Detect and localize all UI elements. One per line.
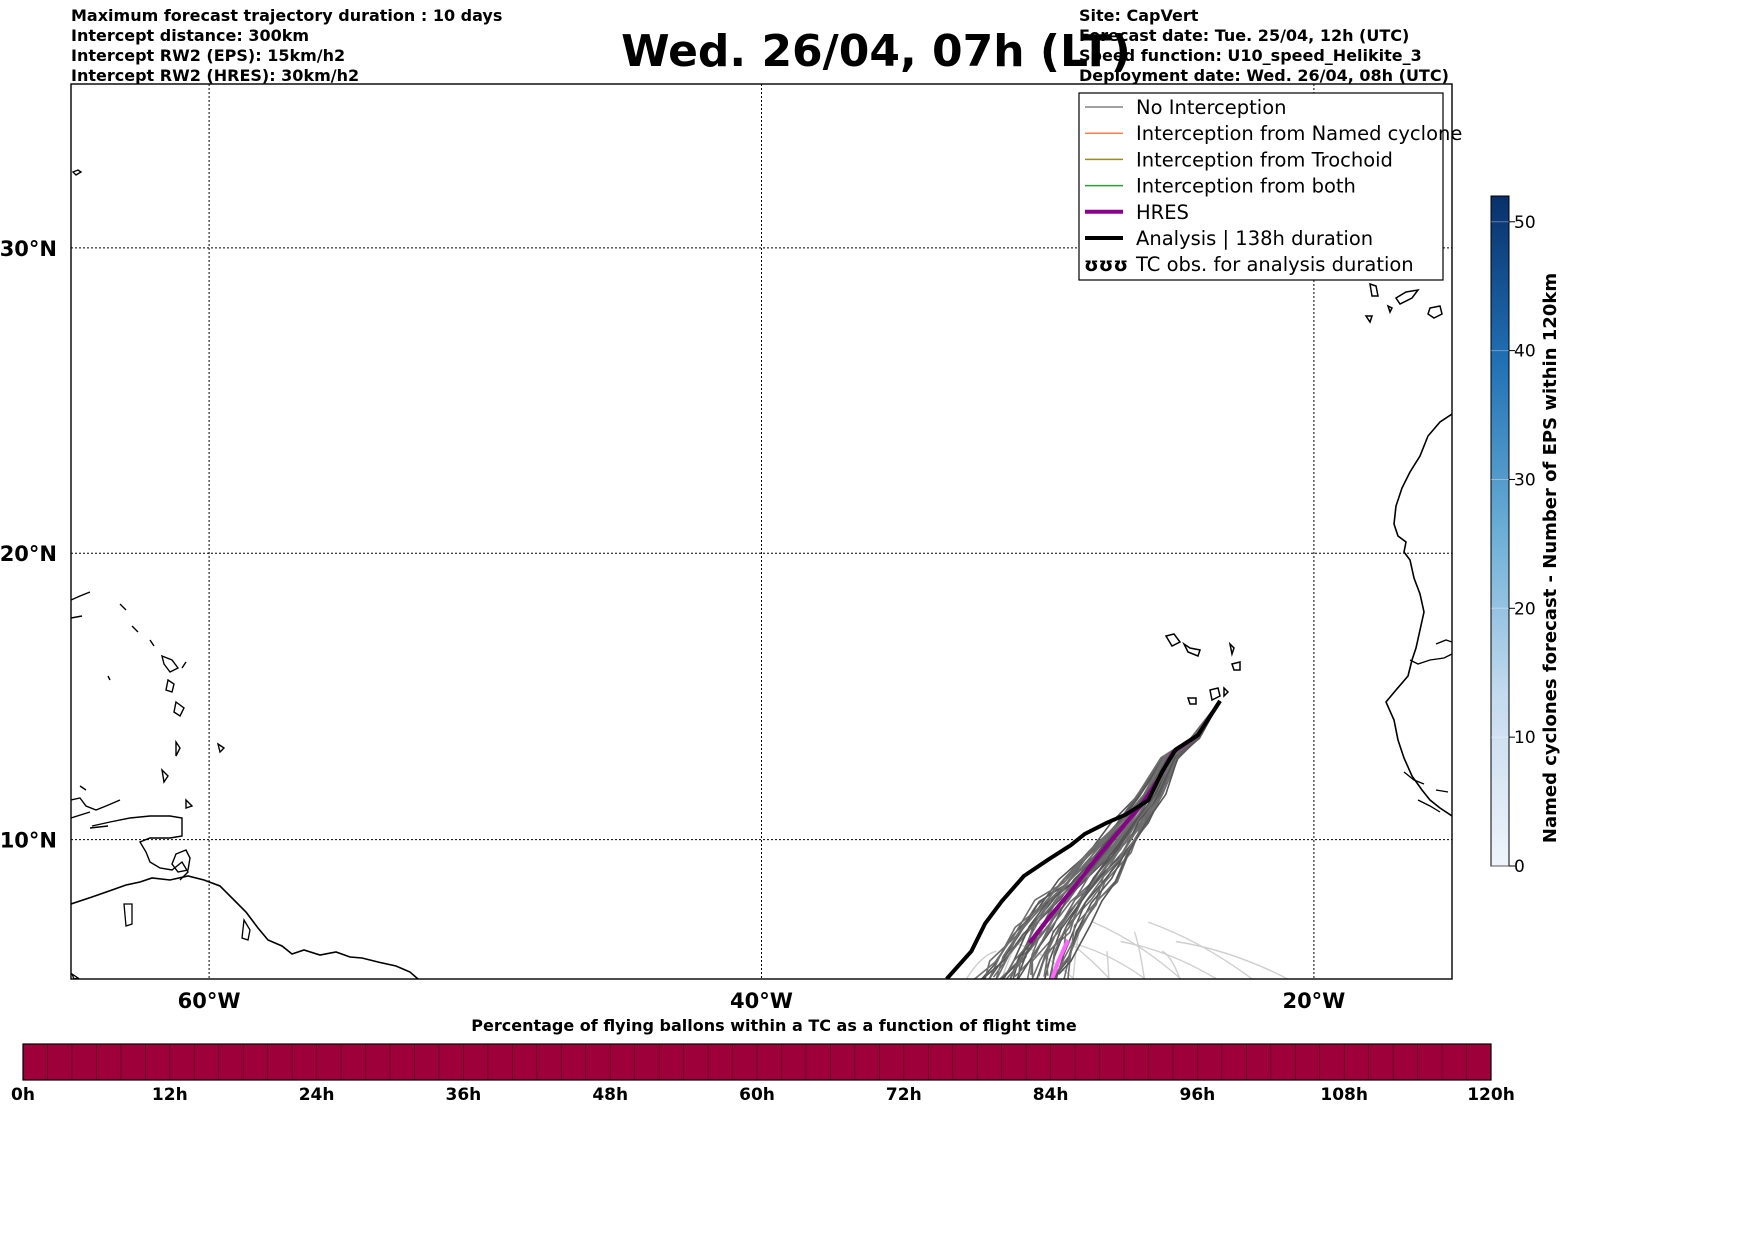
ensemble-tail (965, 950, 997, 979)
forecast-date: Forecast date: Tue. 25/04, 12h (UTC) (1079, 26, 1410, 45)
colorbar-tick-label: 30 (1514, 470, 1536, 490)
colorbar-tick-label: 40 (1514, 342, 1536, 362)
cape-verde-islands (1164, 633, 1241, 705)
param-rw2-hres: Intercept RW2 (HRES): 30km/h2 (71, 66, 360, 85)
colorbar-tick-label: 50 (1514, 213, 1536, 233)
bottom-colorbar-tick-label: 12h (152, 1085, 188, 1105)
speed-function: Speed function: U10_speed_Helikite_3 (1079, 46, 1422, 65)
right-colorbar: 0 10 20 30 40 50 Named cyclones forecast - Num… (1490, 195, 1561, 877)
param-rw2-eps: Intercept RW2 (EPS): 15km/h2 (71, 46, 346, 65)
bottom-colorbar-tick-label: 24h (299, 1085, 335, 1105)
south-america-coast (71, 875, 419, 979)
legend-label: Interception from both (1136, 175, 1356, 198)
site-info: Site: CapVert Forecast date: Tue. 25/04,… (1079, 6, 1449, 86)
bottom-colorbar-tick-label: 96h (1180, 1085, 1216, 1105)
legend-item: Interception from both (1085, 175, 1356, 198)
legend-label: TC obs. for analysis duration (1135, 253, 1414, 276)
bottom-colorbar-tick-label: 84h (1033, 1085, 1069, 1105)
forecast-parameters: Maximum forecast trajectory duration : 1… (71, 6, 502, 86)
bottom-colorbar-tick-label: 36h (446, 1085, 482, 1105)
bottom-colorbar-tick-label: 48h (592, 1085, 628, 1105)
coastlines (71, 169, 1452, 979)
legend-label: HRES (1136, 201, 1189, 224)
ensemble-tail (1120, 940, 1217, 979)
bottom-colorbar-tick-label: 72h (886, 1085, 922, 1105)
param-max-duration: Maximum forecast trajectory duration : 1… (71, 6, 503, 25)
legend-label: Interception from Trochoid (1136, 148, 1393, 171)
chart-title: Wed. 26/04, 07h (LT) (621, 26, 1131, 77)
bottom-colorbar-tick-label: 0h (11, 1085, 35, 1105)
colorbar-label: Named cyclones forecast - Number of EPS … (1540, 273, 1561, 843)
analysis-trajectory (945, 699, 1222, 979)
ensemble-tail (1175, 940, 1289, 979)
lon-tick-label: 20°W (1282, 989, 1345, 1013)
legend-item: No Interception (1085, 96, 1287, 119)
legend-item: Interception from Named cyclone (1085, 122, 1462, 145)
bottom-colorbar-tick-label: 108h (1320, 1085, 1368, 1105)
azores-fragment (71, 169, 83, 176)
canary-islands (1364, 282, 1443, 324)
legend-label: Interception from Named cyclone (1136, 122, 1462, 145)
lesser-antilles (71, 591, 226, 809)
site-name: Site: CapVert (1079, 6, 1199, 25)
bottom-colorbar: Percentage of flying ballons within a TC… (11, 1016, 1515, 1105)
legend-label: Analysis | 138h duration (1136, 227, 1373, 250)
ensemble-tail (1133, 931, 1146, 979)
colorbar-tick-label: 10 (1514, 728, 1536, 748)
param-intercept-distance: Intercept distance: 300km (71, 26, 310, 45)
bottom-colorbar-title: Percentage of flying ballons within a TC… (471, 1016, 1077, 1035)
africa-coast-details (1403, 639, 1452, 813)
colorbar-tick-label: 20 (1514, 599, 1536, 619)
bottom-colorbar-tick-label: 60h (739, 1085, 775, 1105)
hres-tail (1050, 939, 1070, 979)
tc-symbol-icon: ʊʊʊ (1084, 254, 1128, 276)
right-colorbar-gradient (1490, 195, 1510, 867)
lon-tick-label: 60°W (178, 989, 241, 1013)
colorbar-tick-label: 0 (1514, 857, 1525, 877)
legend: No Interception Interception from Named c… (1078, 92, 1462, 281)
lat-tick-label: 10°N (0, 829, 57, 853)
africa-coast (1385, 413, 1452, 817)
lon-tick-label: 40°W (730, 989, 793, 1013)
lat-tick-label: 30°N (0, 237, 57, 261)
map-frame (70, 83, 1453, 980)
axis-tick-labels: 60°W 40°W 20°W 30°N 20°N 10°N (0, 237, 1345, 1013)
legend-item: Analysis | 138h duration (1085, 227, 1373, 250)
ensemble-trajectory (1058, 700, 1221, 975)
bottom-colorbar-tick-label: 120h (1467, 1085, 1515, 1105)
legend-item: Interception from Trochoid (1085, 148, 1393, 171)
legend-item: ʊʊʊ TC obs. for analysis duration (1084, 253, 1414, 276)
ensemble-tail (1161, 950, 1181, 979)
deployment-date: Deployment date: Wed. 26/04, 08h (UTC) (1079, 66, 1449, 85)
trinidad-island (171, 849, 191, 873)
coast-fragment-west (71, 797, 121, 829)
legend-item: HRES (1085, 201, 1189, 224)
legend-label: No Interception (1136, 96, 1287, 119)
legend-box (1078, 92, 1444, 281)
ensemble-tail (1106, 951, 1110, 979)
lat-tick-label: 20°N (0, 542, 57, 566)
